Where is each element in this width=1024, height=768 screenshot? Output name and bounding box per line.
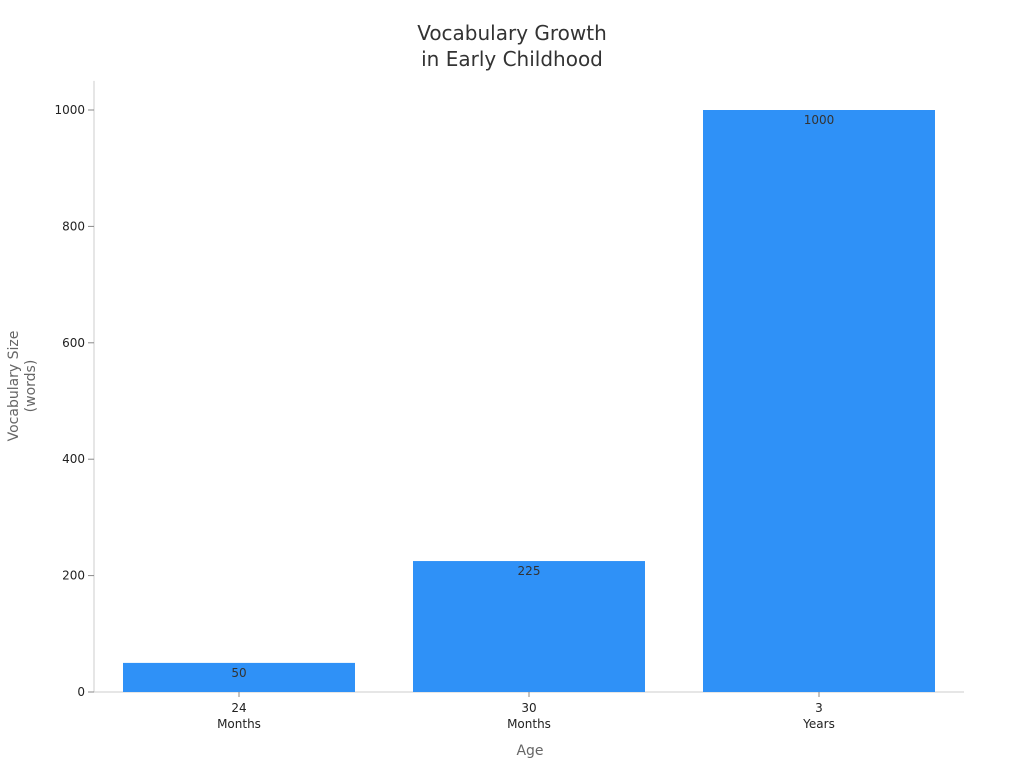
y-tick-label: 0 xyxy=(77,685,85,699)
x-tick-label-line-1: 3 xyxy=(815,701,823,715)
bar xyxy=(703,110,935,692)
y-tick-label: 200 xyxy=(62,569,85,583)
x-tick-label-line-2: Months xyxy=(507,717,551,731)
y-tick-label: 800 xyxy=(62,219,85,233)
y-axis-title-line-2: (words) xyxy=(23,360,39,413)
y-axis-title: Vocabulary Size (words) xyxy=(6,331,39,442)
y-tick-label: 600 xyxy=(62,336,85,350)
y-axis-title-line-1: Vocabulary Size xyxy=(6,331,22,442)
y-tick-label: 400 xyxy=(62,452,85,466)
x-axis-title: Age xyxy=(516,743,543,759)
bar-value-label: 50 xyxy=(231,666,246,680)
bar-value-label: 1000 xyxy=(804,113,835,127)
x-tick-label-line-1: 24 xyxy=(231,701,246,715)
bar xyxy=(413,561,645,692)
x-tick-label-line-2: Months xyxy=(217,717,261,731)
x-tick-label-line-2: Years xyxy=(802,717,835,731)
chart-title-line-1: Vocabulary Growth xyxy=(417,21,607,45)
bar-value-label: 225 xyxy=(518,564,541,578)
bar xyxy=(123,662,355,692)
y-tick-label: 1000 xyxy=(54,103,85,117)
chart-title-line-2: in Early Childhood xyxy=(421,47,603,71)
plot-area: 0 200 400 600 800 1000 50 24 Months 225 30 Months 10… xyxy=(54,80,964,731)
x-tick-label-line-1: 30 xyxy=(521,701,536,715)
